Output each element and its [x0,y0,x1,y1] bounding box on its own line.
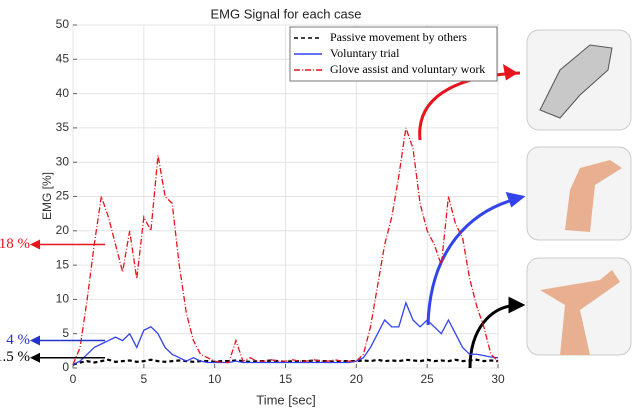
y-axis-label: EMG [%] [40,172,54,220]
chart-title: EMG Signal for each case [210,6,361,21]
y-tick-label: 10 [56,292,70,306]
hand-shape [565,160,622,232]
y-tick-label: 45 [56,51,70,65]
arrow-head [508,296,526,314]
legend-box [289,26,498,82]
arrow-red [418,71,521,141]
annotation-arrow-head [30,352,40,363]
y-tick-label: 50 [56,17,70,31]
arrow-blue [426,196,521,326]
y-tick-label: 15 [56,257,70,271]
legend-label: Voluntary trial [330,46,400,60]
legend: Passive movement by others Voluntary tria… [289,26,498,82]
annotation-arrow-head [30,335,40,346]
y-tick-label: 30 [56,154,70,168]
annotation-label: 1.5 % [0,349,30,365]
x-tick-label: 25 [420,372,434,386]
x-tick-label: 20 [350,372,364,386]
annotation-label: 18 % [0,236,30,252]
series-line [72,300,499,366]
annotation-label: 4 % [6,332,30,348]
y-tick-label: 35 [56,120,70,134]
x-tick-label: 0 [70,372,77,386]
y-tick-label: 20 [56,223,70,237]
y-tick-label: 25 [56,189,70,203]
assist-shape [540,270,620,355]
x-tick-label: 10 [208,372,222,386]
y-tick-label: 40 [56,86,70,100]
arrow-head [502,64,518,81]
annotation-arrow-head [30,239,40,250]
series-line [72,127,499,365]
x-tick-label: 30 [491,372,505,386]
x-tick-label: 15 [279,372,293,386]
arrow-head [505,191,526,208]
pointer-arrows [418,64,526,369]
glove-shape [539,44,613,119]
legend-label: Passive movement by others [330,30,467,44]
x-tick-label: 5 [140,372,147,386]
y-tick-label: 5 [62,326,69,340]
legend-label: Glove assist and voluntary work [330,62,485,76]
x-axis-label: Time [sec] [256,392,315,407]
series-line [72,358,499,366]
y-tick-label: 0 [62,360,69,374]
photo-panels [526,29,632,356]
